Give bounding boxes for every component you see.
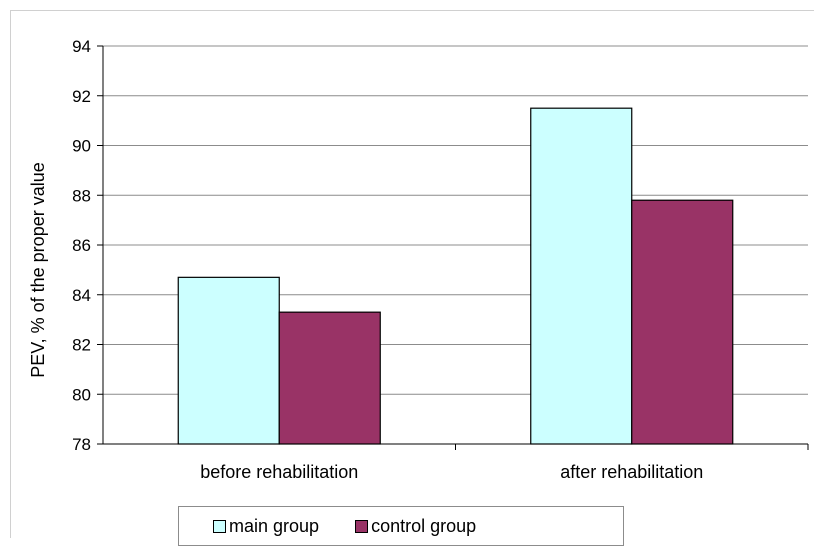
legend: main group control group xyxy=(178,506,624,546)
legend-label-control-group: control group xyxy=(371,515,477,536)
legend-swatch-main-group xyxy=(213,519,226,533)
y-tick-label: 80 xyxy=(72,385,91,404)
y-axis-title: PEV, % of the proper value xyxy=(28,162,48,377)
y-tick-label: 84 xyxy=(72,286,91,305)
x-category-label: after rehabilitation xyxy=(560,462,703,482)
y-tick-label: 88 xyxy=(72,186,91,205)
legend-swatch-control-group xyxy=(355,519,369,533)
x-category-label: before rehabilitation xyxy=(200,462,358,482)
y-tick-label: 94 xyxy=(72,37,91,56)
y-tick-label: 90 xyxy=(72,137,91,156)
bar-chart: 78 80 82 84 86 88 90 92 94 before rehabilitation… xyxy=(28,37,809,482)
y-tick-labels: 78 80 82 84 86 88 90 92 94 xyxy=(72,37,91,454)
bar-control-group-0 xyxy=(278,311,381,445)
legend-item-main-group: main group xyxy=(213,516,319,537)
chart-frame xyxy=(10,10,814,538)
axes xyxy=(97,45,809,450)
x-category-labels: before rehabilitation after rehabilitatio… xyxy=(200,462,703,482)
bars xyxy=(177,107,734,445)
legend-item-control-group: control group xyxy=(355,516,476,537)
y-tick-label: 86 xyxy=(72,236,91,255)
y-tick-label: 82 xyxy=(72,336,91,355)
legend-label-main-group: main group xyxy=(229,515,320,536)
bar-main-group-1 xyxy=(530,107,633,445)
y-tick-label: 78 xyxy=(72,435,91,454)
bar-main-group-0 xyxy=(177,276,280,445)
bar-control-group-1 xyxy=(631,199,734,445)
y-tick-label: 92 xyxy=(72,87,91,106)
